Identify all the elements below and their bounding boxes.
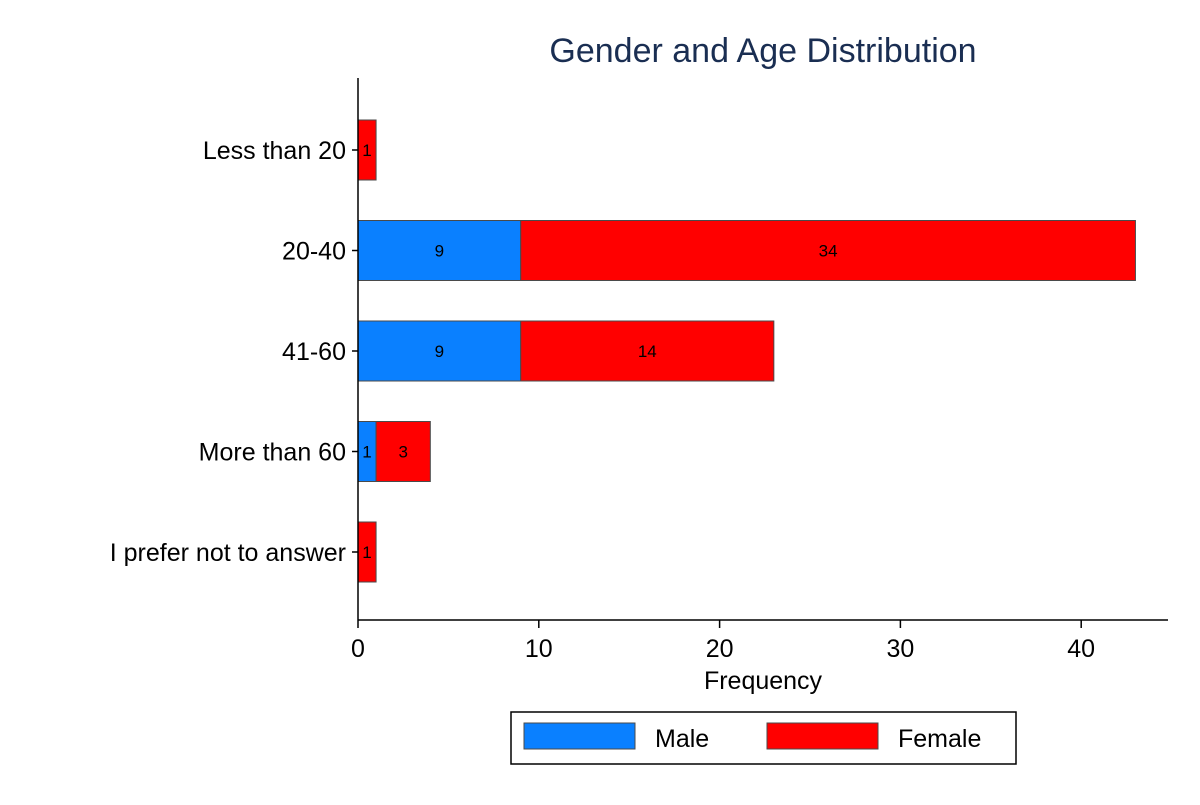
y-tick-label: 20-40 xyxy=(282,238,346,266)
bars: 1 9 34 9 14 1 3 1 xyxy=(357,119,1136,583)
legend-label-male: Male xyxy=(655,725,709,753)
x-tick-label: 30 xyxy=(886,635,914,663)
x-axis-title: Frequency xyxy=(704,667,823,695)
chart-title: Gender and Age Distribution xyxy=(549,32,976,70)
y-tick-label: I prefer not to answer xyxy=(110,539,346,567)
x-tick-label: 20 xyxy=(706,635,734,663)
bar-label-female: 3 xyxy=(398,443,407,462)
y-tick-label: More than 60 xyxy=(199,439,346,467)
x-tick-label: 10 xyxy=(525,635,553,663)
y-tick-label: Less than 20 xyxy=(203,137,346,165)
bar-label-female: 14 xyxy=(638,342,657,361)
axes: Less than 20 20-40 41-60 More than 60 I pref… xyxy=(110,78,1168,663)
bar-label-male: 1 xyxy=(362,443,371,462)
bar-male xyxy=(357,320,522,382)
y-tick-label: 41-60 xyxy=(282,338,346,366)
bar-label-female: 1 xyxy=(362,141,371,160)
legend-swatch-male xyxy=(523,722,636,750)
bar-female xyxy=(520,320,775,382)
bar-female xyxy=(375,421,431,482)
legend-swatch-female xyxy=(766,722,879,750)
x-tick-label: 0 xyxy=(351,635,365,663)
bar-label-female: 1 xyxy=(362,543,371,562)
bar-label-male: 9 xyxy=(435,342,444,361)
bar-female xyxy=(520,220,1136,281)
bar-male xyxy=(357,220,522,281)
bar-label-male: 9 xyxy=(435,242,444,261)
legend-label-female: Female xyxy=(898,725,981,753)
bar-label-female: 34 xyxy=(819,242,838,261)
legend: Male Female xyxy=(510,711,1017,765)
x-tick-label: 40 xyxy=(1067,635,1095,663)
